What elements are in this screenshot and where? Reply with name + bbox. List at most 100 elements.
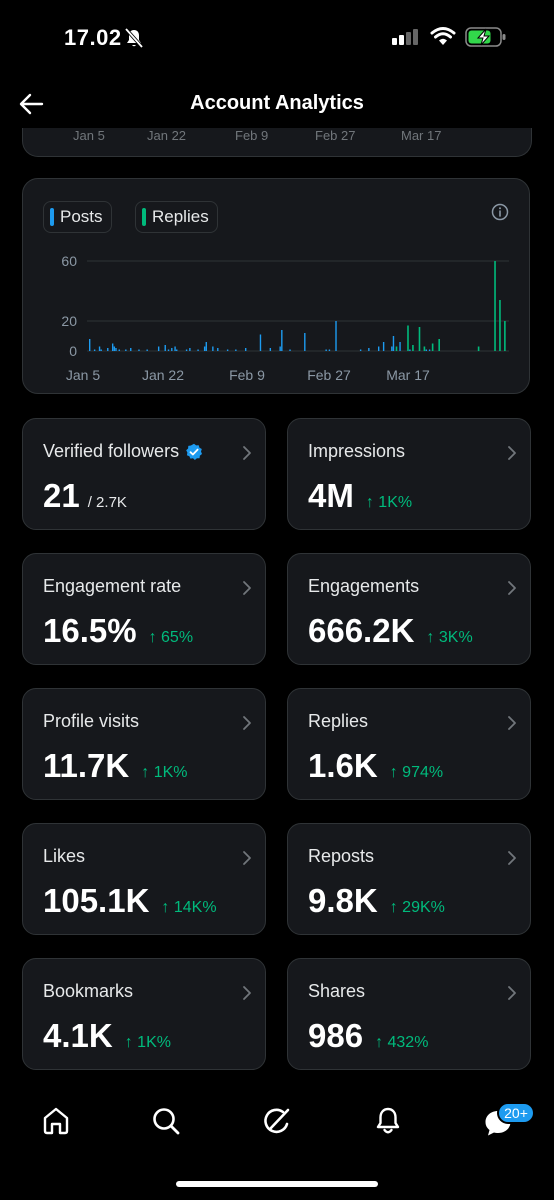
home-icon[interactable] [40,1105,72,1137]
posts-bar [212,346,214,351]
stat-card-likes[interactable]: Likes 105.1K ↑ 14K% [22,823,266,935]
stat-card-profile-visits[interactable]: Profile visits 11.7K ↑ 1K% [22,688,266,800]
status-time: 17.02 [64,25,122,50]
posts-bar [304,333,306,351]
stat-label-text: Bookmarks [43,981,134,1001]
posts-bar [289,349,291,351]
stat-card-impressions[interactable]: Impressions 4M ↑ 1K% [287,418,531,530]
replies-bar [477,346,480,351]
chevron-right-icon [243,851,251,865]
stat-value-row: 4M ↑ 1K% [308,477,412,515]
home-indicator [176,1181,378,1187]
header: Account Analytics [0,78,554,130]
messages-badge: 20+ [497,1102,535,1124]
stat-label: Impressions [308,441,405,462]
stat-value-row: 21 / 2.7K [43,477,127,515]
bell-off-icon [124,27,144,49]
grok-icon[interactable] [261,1105,293,1137]
stat-value-row: 11.7K ↑ 1K% [43,747,188,785]
stat-value-row: 9.8K ↑ 29K% [308,882,445,920]
wifi-icon [430,27,456,45]
stat-label-text: Reposts [308,846,375,866]
header-background [0,70,554,128]
x-tick: Jan 22 [147,128,187,143]
posts-bar [203,346,206,351]
chevron-right-icon [243,581,251,595]
stat-change: ↑ 1K% [141,764,188,781]
stat-change: ↑ 14K% [161,899,217,916]
posts-bar [164,345,166,351]
stat-label: Likes [43,846,85,867]
posts-bar [259,334,262,351]
posts-bar [138,349,140,351]
search-icon[interactable] [150,1105,182,1137]
posts-bar [217,348,219,351]
posts-bar [107,348,109,351]
signal-icon [392,29,418,45]
stat-card-replies[interactable]: Replies 1.6K ↑ 974% [287,688,531,800]
posts-bar [399,342,401,351]
legend-posts-label: Posts [60,207,103,226]
replies-bar [494,261,496,351]
info-icon[interactable] [491,203,509,221]
stat-value: 986 [308,1017,364,1054]
stat-value: 16.5% [43,612,137,649]
stat-label: Shares [308,981,365,1002]
posts-bar [189,348,191,351]
posts-bar [226,349,229,351]
posts-bar [205,342,207,351]
posts-bar [130,348,132,351]
replies-bar [423,346,426,351]
posts-bar [171,348,173,351]
stat-card-verified-followers[interactable]: Verified followers 21 / 2.7K [22,418,266,530]
posts-bar [328,349,331,351]
posts-bar [391,346,393,351]
stat-label: Replies [308,711,368,732]
posts-bar [428,349,431,351]
posts-bar [392,336,395,351]
stat-value: 105.1K [43,882,150,919]
legend-posts-chip[interactable]: Posts [43,201,112,233]
stat-change: ↑ 65% [148,629,194,646]
stat-value-row: 105.1K ↑ 14K% [43,882,217,920]
posts-swatch [50,208,54,226]
legend-replies-label: Replies [152,207,209,226]
stat-card-engagements[interactable]: Engagements 666.2K ↑ 3K% [287,553,531,665]
posts-bar [359,349,362,351]
replies-bar [431,343,434,351]
posts-bar [157,346,160,351]
replies-bar [418,327,421,351]
posts-bar [335,321,337,351]
legend-replies-chip[interactable]: Replies [135,201,218,233]
stat-card-shares[interactable]: Shares 986 ↑ 432% [287,958,531,1070]
stat-label-text: Profile visits [43,711,140,731]
stat-card-reposts[interactable]: Reposts 9.8K ↑ 29K% [287,823,531,935]
notifications-bell-icon[interactable] [372,1105,404,1137]
posts-bar [115,348,117,351]
stat-change: ↑ 974% [389,764,444,781]
x-tick-label: Jan 5 [66,367,100,383]
stat-value: 11.7K [43,747,130,784]
posts-bar [425,349,428,351]
page-title: Account Analytics [190,92,364,114]
stat-card-bookmarks[interactable]: Bookmarks 4.1K ↑ 1K% [22,958,266,1070]
stat-label-text: Replies [308,711,369,731]
stat-value-row: 16.5% ↑ 65% [43,612,193,650]
posts-bar [174,346,176,351]
stat-card-engagement-rate[interactable]: Engagement rate 16.5% ↑ 65% [22,553,266,665]
stat-label-text: Engagement rate [43,576,182,596]
chart-card: Posts Replies 60 20 0 Jan 5 Jan 22 Feb 9 Feb 2… [22,178,530,394]
stat-label: Engagements [308,576,419,597]
x-tick-label: Mar 17 [386,367,430,383]
stat-label: Engagement rate [43,576,181,597]
x-tick-label: Jan 22 [142,367,184,383]
posts-bar [197,349,199,351]
y-tick-label: 0 [69,343,77,359]
x-tick-label: Feb 9 [229,367,265,383]
posts-bar [382,342,385,351]
replies-bar [499,300,501,351]
posts-bar [146,349,148,351]
stat-total: / 2.7K [87,494,127,511]
posts-bar [368,348,370,351]
back-arrow-icon[interactable] [18,92,44,116]
